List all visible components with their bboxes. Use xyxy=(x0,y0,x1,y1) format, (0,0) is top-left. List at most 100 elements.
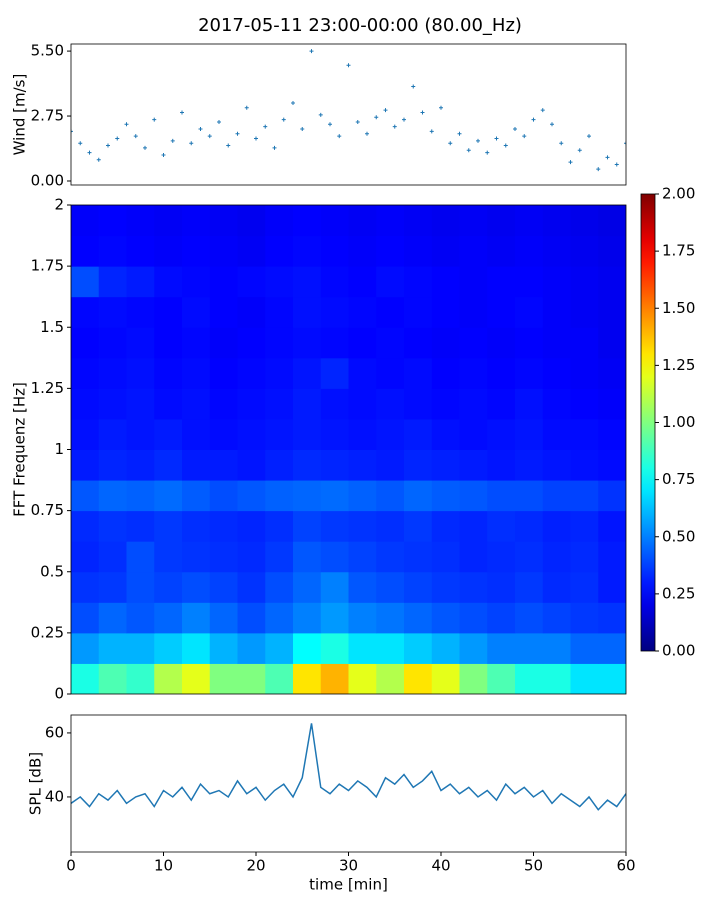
heat-cell xyxy=(459,602,488,634)
heat-cell xyxy=(570,388,599,420)
heat-cell xyxy=(570,418,599,450)
y-tick-label: 1.25 xyxy=(31,379,64,397)
point xyxy=(457,131,462,136)
heat-cell xyxy=(154,388,183,420)
y-tick-label: 0.25 xyxy=(31,623,64,641)
point xyxy=(439,105,443,110)
heat-cell xyxy=(431,602,460,634)
heat-cell xyxy=(209,632,238,664)
heat-cell xyxy=(570,571,599,603)
heat-cell xyxy=(348,418,377,450)
heat-cell xyxy=(376,205,405,237)
heat-cell xyxy=(320,235,349,267)
heat-cell xyxy=(348,480,377,512)
point xyxy=(522,134,527,139)
heat-cell xyxy=(542,449,571,481)
heat-cell xyxy=(404,357,433,389)
point xyxy=(429,129,434,134)
heat-cell xyxy=(376,296,405,328)
heat-cell xyxy=(487,235,516,267)
heat-cell xyxy=(431,663,460,694)
heat-cell xyxy=(515,602,544,634)
colorbar xyxy=(640,193,656,652)
heat-cell xyxy=(376,602,405,634)
heat-cell xyxy=(376,357,405,389)
heat-cell xyxy=(126,418,155,450)
point xyxy=(550,122,554,127)
heat-cell xyxy=(98,418,127,450)
heat-cell xyxy=(570,235,599,267)
heat-cell xyxy=(515,357,544,389)
heat-cell xyxy=(570,663,599,694)
heat-cell xyxy=(598,266,626,298)
heat-cell xyxy=(598,449,626,481)
heat-cell xyxy=(126,510,155,542)
heat-cell xyxy=(542,235,571,267)
figure-title: 2017-05-11 23:00-00:00 (80.00_Hz) xyxy=(198,15,522,36)
heat-cell xyxy=(320,205,349,237)
heat-cell xyxy=(182,541,211,573)
point xyxy=(531,117,536,122)
heat-cell xyxy=(487,388,516,420)
heat-cell xyxy=(293,235,322,267)
colorbar-tick-label: 1.75 xyxy=(662,242,695,260)
heat-cell xyxy=(265,296,294,328)
heat-cell xyxy=(265,510,294,542)
heat-cell xyxy=(404,205,433,237)
heat-cell xyxy=(404,449,433,481)
heat-cell xyxy=(71,205,100,237)
heat-cell xyxy=(459,663,488,694)
heat-cell xyxy=(376,510,405,542)
heat-cell xyxy=(598,632,626,664)
heat-cell xyxy=(154,571,183,603)
heat-cell xyxy=(431,388,460,420)
plot-area xyxy=(71,49,626,172)
point xyxy=(614,162,619,167)
heat-cell xyxy=(71,235,100,267)
heat-cell xyxy=(209,296,238,328)
heat-cell xyxy=(293,480,322,512)
heat-cell xyxy=(209,235,238,267)
heat-cell xyxy=(515,296,544,328)
heat-cell xyxy=(126,541,155,573)
line xyxy=(71,723,626,811)
x-tick-label: 30 xyxy=(339,857,358,875)
heat-cell xyxy=(320,632,349,664)
heat-cell xyxy=(570,602,599,634)
heat-cell xyxy=(404,510,433,542)
point xyxy=(71,129,73,134)
heat-cell xyxy=(320,602,349,634)
point xyxy=(198,127,203,132)
point xyxy=(318,112,323,117)
heat-cell xyxy=(237,327,266,359)
heat-cell xyxy=(348,205,377,237)
heat-cell xyxy=(265,632,294,664)
heat-cell xyxy=(459,510,488,542)
point xyxy=(513,127,517,132)
heat-cell xyxy=(404,235,433,267)
heat-cell xyxy=(237,205,266,237)
heat-cell xyxy=(570,480,599,512)
heat-cell xyxy=(348,327,377,359)
heat-cell xyxy=(570,510,599,542)
point xyxy=(300,127,305,132)
heat-cell xyxy=(71,327,100,359)
heat-cell xyxy=(320,327,349,359)
heat-cell xyxy=(98,541,127,573)
heat-cell xyxy=(209,449,238,481)
heat-cell xyxy=(542,571,571,603)
heat-cell xyxy=(126,388,155,420)
x-tick-label: 60 xyxy=(616,857,635,875)
heat-cell xyxy=(126,663,155,694)
heat-cell xyxy=(542,327,571,359)
heat-cell xyxy=(71,296,100,328)
point xyxy=(254,136,258,141)
heat-cell xyxy=(237,235,266,267)
heat-cell xyxy=(265,571,294,603)
heat-cell xyxy=(293,266,322,298)
heat-cell xyxy=(515,205,544,237)
heat-cell xyxy=(459,296,488,328)
heat-cell xyxy=(598,418,626,450)
x-tick-label: 40 xyxy=(431,857,450,875)
